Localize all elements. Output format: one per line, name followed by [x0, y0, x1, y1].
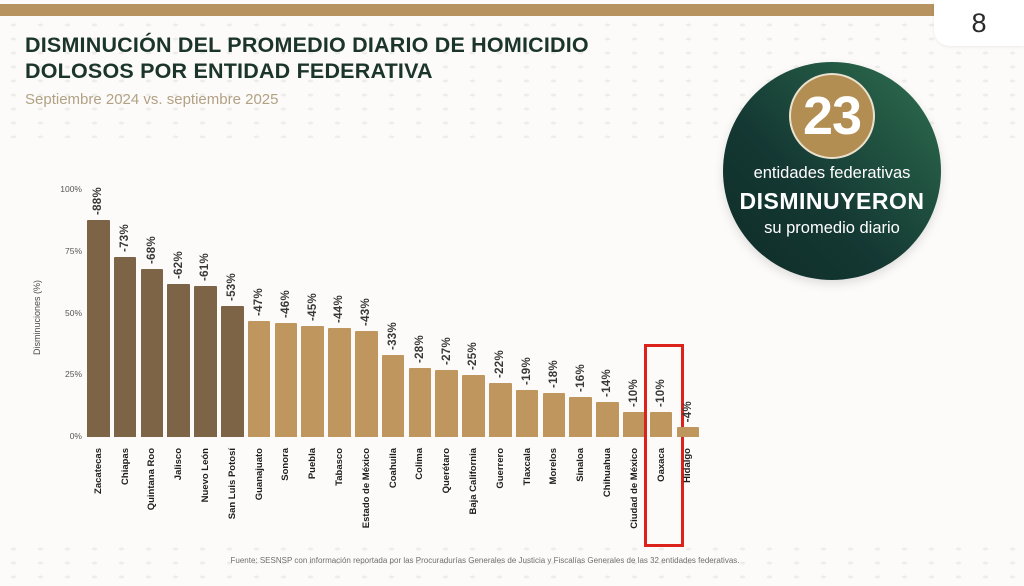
bar — [113, 256, 137, 437]
y-axis-label-wrap: Disminuciones (%) — [32, 280, 42, 360]
bar — [301, 325, 324, 437]
bar — [87, 219, 110, 437]
y-tick-label: 100% — [60, 184, 82, 194]
state-label: Hidalgo — [682, 448, 694, 483]
bar — [274, 323, 298, 437]
badge-text: entidades federativas DISMINUYERON su pr… — [723, 162, 941, 238]
bar — [569, 397, 592, 437]
bar — [408, 367, 432, 437]
page-title-line2: DOLOSOS POR ENTIDAD FEDERATIVA — [25, 59, 433, 84]
badge-line2: DISMINUYERON — [739, 188, 925, 214]
bar — [221, 306, 244, 437]
bar-chart: Disminuciones (%) 0% 25% 50% 75% 100% -88% Zac… — [20, 184, 720, 580]
bar — [355, 330, 378, 437]
bar — [542, 392, 566, 437]
source-note: Fuente: SESNSP con información reportada… — [230, 556, 740, 565]
page-title-line1: DISMINUCIÓN DEL PROMEDIO DIARIO DE HOMIC… — [25, 33, 589, 57]
highlight-box — [643, 344, 685, 547]
bar — [515, 390, 539, 437]
bar-value-label: -88% — [92, 186, 105, 215]
badge-line3: su promedio diario — [764, 219, 900, 237]
bar-value-label: -4% — [681, 400, 694, 423]
slide-header: DISMINUCIÓN DEL PROMEDIO DIARIO DE HOMIC… — [25, 32, 589, 108]
bar — [381, 355, 405, 437]
y-tick-label: 0% — [69, 431, 82, 441]
background-pattern-bottom — [0, 542, 1024, 586]
bar — [328, 328, 351, 437]
page-subtitle: Septiembre 2024 vs. septiembre 2025 — [25, 91, 279, 109]
bar — [489, 382, 512, 437]
y-axis-label: Disminuciones (%) — [32, 280, 42, 356]
badge-count-circle: 23 — [789, 73, 875, 159]
badge-count: 23 — [802, 86, 862, 146]
bar — [194, 286, 217, 437]
bar — [676, 427, 700, 437]
bar — [435, 370, 458, 437]
bar — [596, 402, 619, 437]
bar — [623, 412, 646, 437]
y-tick-label: 75% — [64, 245, 82, 256]
top-accent-bar — [0, 4, 946, 16]
page-number-card: 8 — [934, 0, 1024, 46]
bar — [247, 320, 271, 437]
badge-line1: entidades federativas — [753, 164, 911, 182]
bar — [649, 412, 673, 437]
bar — [167, 283, 190, 437]
page-number: 8 — [971, 7, 987, 38]
y-tick-label: 25% — [64, 369, 82, 380]
y-tick-label: 50% — [64, 307, 82, 318]
bar — [140, 269, 164, 437]
bar — [462, 375, 485, 437]
summary-badge: 23 entidades federativas DISMINUYERON su… — [723, 62, 941, 280]
